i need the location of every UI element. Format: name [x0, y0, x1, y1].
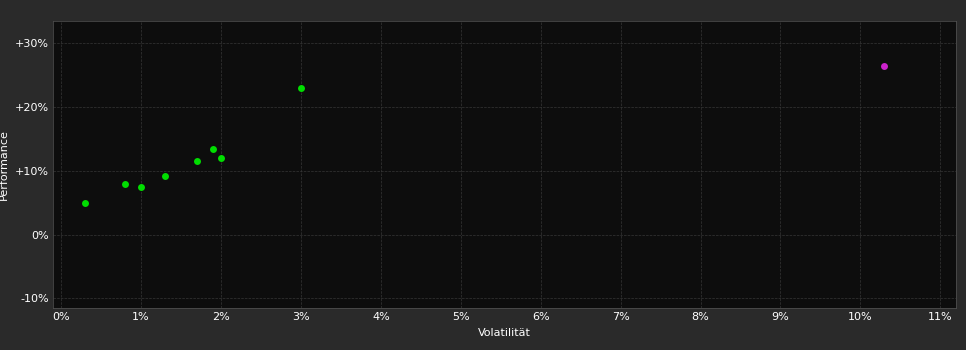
Point [117, 181, 132, 187]
Point [189, 159, 205, 164]
Point [213, 155, 229, 161]
X-axis label: Volatilität: Volatilität [478, 328, 531, 338]
Y-axis label: Performance: Performance [0, 129, 10, 200]
Point [294, 85, 309, 91]
Point [157, 173, 173, 179]
Point [877, 63, 893, 69]
Point [133, 184, 149, 190]
Point [77, 200, 93, 205]
Point [205, 146, 220, 151]
